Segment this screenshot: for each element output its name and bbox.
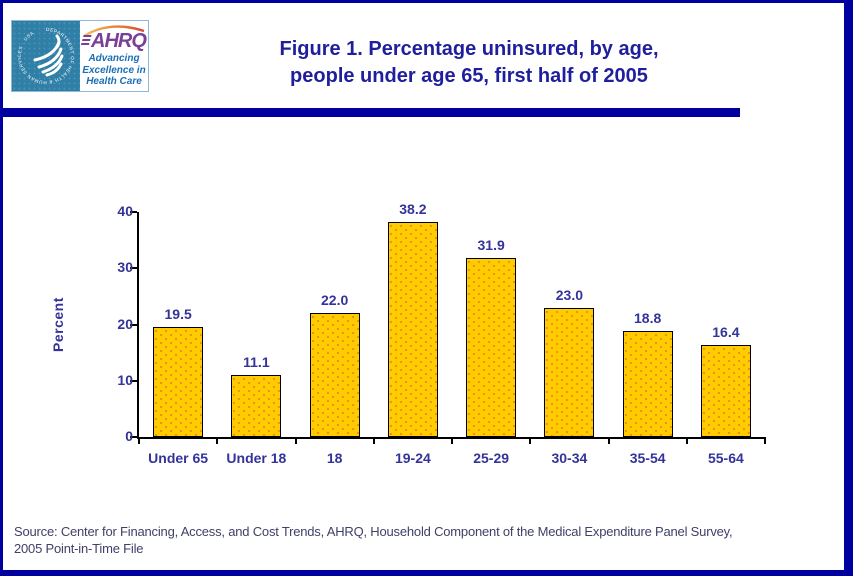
hhs-eagle-icon: DEPARTMENT OF HEALTH & HUMAN SERVICES · …: [12, 21, 80, 91]
x-axis-tick: [372, 437, 375, 444]
x-axis-category-label: 19-24: [394, 450, 431, 466]
ahrq-tagline-line-1: Advancing: [88, 53, 140, 64]
x-axis-category-label: 55-64: [707, 450, 744, 466]
x-axis-category-label: 18: [326, 450, 343, 466]
x-axis-tick: [138, 437, 140, 444]
bar-value-label: 23.0: [555, 287, 583, 303]
ahrq-logo-panel: AHRQ Advancing Excellence in Health Care: [80, 21, 148, 91]
x-axis-tick: [607, 437, 610, 444]
x-axis-category-label: 35-54: [629, 450, 666, 466]
source-note-line-2: 2005 Point-in-Time File: [14, 541, 144, 556]
bar: [700, 345, 751, 437]
bar-value-label: 11.1: [243, 354, 270, 370]
bar-value-label: 18.8: [634, 310, 662, 326]
y-axis-tick-label: 10: [117, 371, 133, 388]
ahrq-wordmark: AHRQ: [80, 31, 148, 51]
ahrq-acronym: AHRQ: [91, 30, 147, 52]
bar: [153, 327, 204, 437]
y-axis-tick: [130, 267, 137, 270]
y-axis-tick-label: 0: [125, 428, 133, 444]
x-axis-category-label: Under 65: [148, 450, 209, 466]
ahrq-tagline-line-2: Excellence in: [82, 64, 146, 76]
bar: [387, 222, 438, 437]
x-axis-category-label: Under 18: [226, 450, 287, 466]
x-axis-category-label: 30-34: [551, 450, 588, 466]
y-axis-title: Percent: [50, 297, 66, 352]
ahrq-hhs-logo: DEPARTMENT OF HEALTH & HUMAN SERVICES · …: [11, 20, 149, 92]
bar-value-label: 31.9: [477, 237, 505, 253]
bar-value-label: 38.2: [399, 201, 427, 217]
source-note: Source: Center for Financing, Access, an…: [14, 523, 838, 557]
source-note-line-1: Source: Center for Financing, Access, an…: [14, 524, 733, 539]
x-axis-tick: [294, 437, 297, 444]
header-divider-rule: [3, 108, 740, 117]
bar-value-label: 22.0: [321, 292, 349, 308]
x-axis-tick: [216, 437, 219, 444]
y-axis-tick: [130, 323, 137, 326]
ahrq-tagline-line-3: Health Care: [86, 76, 142, 87]
bar: [544, 308, 595, 437]
y-axis-tick: [130, 211, 137, 213]
ahrq-arc-icon: [83, 25, 145, 37]
y-axis-tick: [130, 436, 137, 438]
bar: [231, 375, 282, 437]
x-axis-tick: [764, 437, 766, 444]
bar-value-label: 19.5: [164, 306, 192, 322]
x-axis-tick: [685, 437, 688, 444]
y-axis-tick-label: 40: [117, 203, 133, 219]
bar: [466, 258, 517, 437]
y-axis-tick: [130, 379, 137, 382]
bar: [622, 331, 673, 437]
figure-title-line-2: people under age 65, first half of 2005: [290, 65, 648, 87]
x-axis-category-label: 25-29: [473, 450, 510, 466]
figure-title-line-1: Figure 1. Percentage uninsured, by age,: [279, 38, 659, 60]
bar-value-label: 16.4: [712, 324, 740, 340]
x-axis-tick: [529, 437, 532, 444]
plot-area: 19.5 Under 65 11.1 Under 18 22.0 18 38.2 19-24 3…: [117, 201, 766, 466]
figure-title: Figure 1. Percentage uninsured, by age, …: [160, 36, 778, 90]
ahrq-speedlines-icon: [80, 35, 92, 47]
ahrq-tagline: Advancing Excellence in Health Care: [80, 53, 148, 88]
x-axis-tick: [451, 437, 453, 444]
bar: [309, 313, 360, 437]
y-axis-tick-label: 20: [117, 315, 133, 332]
y-axis-tick-label: 30: [117, 259, 133, 276]
